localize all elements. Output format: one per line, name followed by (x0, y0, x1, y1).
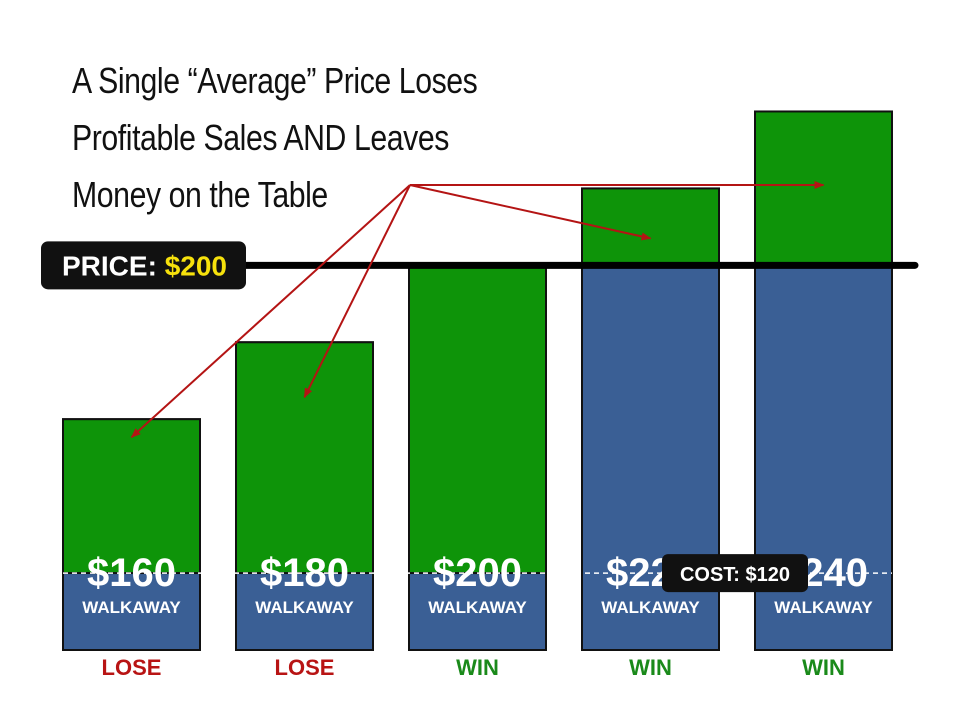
outcome-label-1: LOSE (102, 655, 162, 680)
title-line-1: A Single “Average” Price Loses (72, 60, 478, 101)
walkaway-label-3: WALKAWAY (428, 598, 527, 617)
outcome-label-5: WIN (802, 655, 845, 680)
walkaway-label-4: WALKAWAY (601, 598, 700, 617)
chart-title: A Single “Average” Price Loses Profitabl… (72, 52, 478, 223)
cost-label-box (662, 554, 808, 593)
walkaway-label-5: WALKAWAY (774, 598, 873, 617)
outcome-label-2: LOSE (275, 655, 335, 680)
arrow-1 (130, 184, 411, 438)
price-label-text: PRICE: (62, 250, 165, 281)
bar-value-label-3: $200 (433, 551, 522, 595)
walkaway-label-2: WALKAWAY (255, 598, 354, 617)
margin-segment-1 (62, 418, 201, 575)
price-label-box (41, 241, 246, 290)
title-line-3: Money on the Table (72, 174, 328, 215)
bar-value-label-1: $160 (87, 551, 176, 595)
outcome-label-3: WIN (456, 655, 499, 680)
margin-segment-5 (754, 110, 893, 267)
arrow-3 (409, 184, 652, 241)
walkaway-label-1: WALKAWAY (82, 598, 181, 617)
margin-segment-3 (408, 264, 547, 575)
price-label: PRICE: $200 (62, 250, 227, 281)
price-value: $200 (165, 250, 227, 281)
outcome-label-4: WIN (629, 655, 672, 680)
margin-segment-2 (235, 341, 374, 575)
arrow-2 (303, 184, 411, 399)
cost-label: COST: $120 (680, 564, 790, 586)
bar-value-label-2: $180 (260, 551, 349, 595)
title-line-2: Profitable Sales AND Leaves (72, 117, 449, 158)
